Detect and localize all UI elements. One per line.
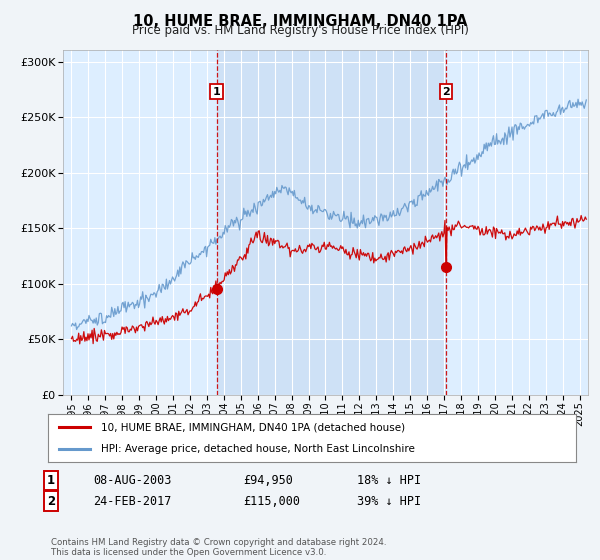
Text: 2: 2 [442,87,450,97]
Text: 18% ↓ HPI: 18% ↓ HPI [357,474,421,487]
Text: Price paid vs. HM Land Registry's House Price Index (HPI): Price paid vs. HM Land Registry's House … [131,24,469,37]
Text: Contains HM Land Registry data © Crown copyright and database right 2024.
This d: Contains HM Land Registry data © Crown c… [51,538,386,557]
Text: 08-AUG-2003: 08-AUG-2003 [93,474,172,487]
Text: 2: 2 [47,494,55,508]
Text: 10, HUME BRAE, IMMINGHAM, DN40 1PA (detached house): 10, HUME BRAE, IMMINGHAM, DN40 1PA (deta… [101,422,405,432]
Bar [217,50,446,395]
Text: £94,950: £94,950 [243,474,293,487]
Text: 39% ↓ HPI: 39% ↓ HPI [357,494,421,508]
Text: 24-FEB-2017: 24-FEB-2017 [93,494,172,508]
Text: 1: 1 [47,474,55,487]
Text: 1: 1 [213,87,221,97]
Text: 10, HUME BRAE, IMMINGHAM, DN40 1PA: 10, HUME BRAE, IMMINGHAM, DN40 1PA [133,14,467,29]
Text: £115,000: £115,000 [243,494,300,508]
Text: HPI: Average price, detached house, North East Lincolnshire: HPI: Average price, detached house, Nort… [101,444,415,454]
